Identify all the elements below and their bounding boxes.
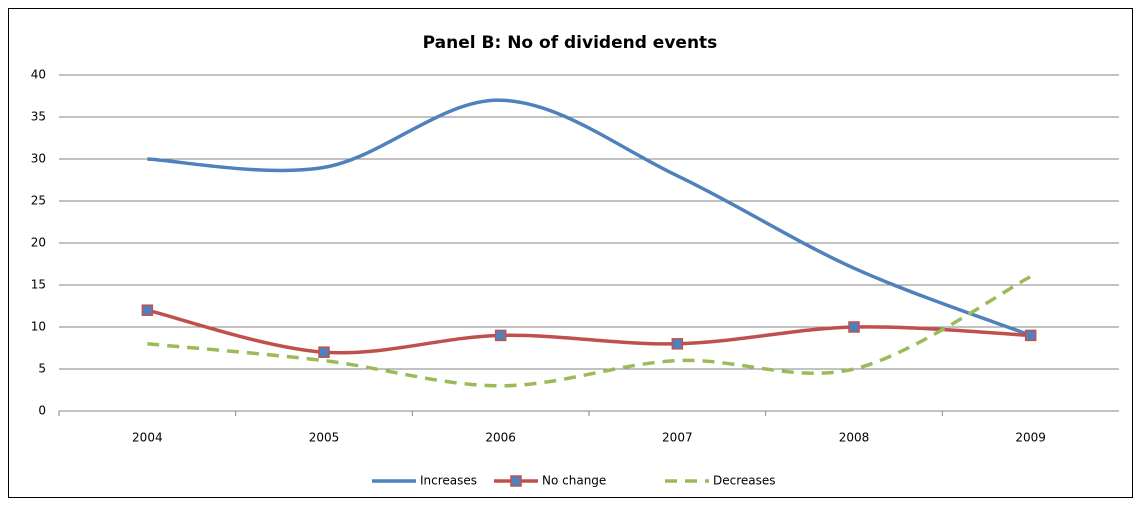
- series-line: [147, 98, 1032, 338]
- y-tick-label: 25: [31, 194, 46, 208]
- legend-marker: [510, 475, 522, 487]
- y-tick-label: 20: [31, 236, 46, 250]
- x-tick-label: 2006: [485, 431, 516, 445]
- marker: [1024, 329, 1037, 342]
- y-tick-label: 40: [31, 68, 46, 82]
- x-tick-label: 2005: [309, 431, 340, 445]
- y-tick-label: 10: [31, 320, 46, 334]
- x-tick-label: 2007: [662, 431, 693, 445]
- marker: [141, 304, 154, 316]
- marker: [848, 321, 860, 333]
- x-tick-label: 2009: [1015, 431, 1046, 445]
- legend-label: Decreases: [713, 474, 776, 488]
- chart-title: Panel B: No of dividend events: [423, 33, 718, 53]
- y-tick-label: 0: [38, 404, 46, 418]
- chart-border: [8, 8, 1133, 498]
- series-line: [147, 275, 1032, 388]
- marker: [318, 346, 330, 358]
- y-tick-label: 35: [31, 110, 46, 124]
- y-tick-label: 15: [31, 278, 46, 292]
- marker: [671, 338, 684, 350]
- x-tick-label: 2004: [132, 431, 163, 445]
- legend-label: No change: [542, 474, 606, 488]
- x-tick-label: 2008: [839, 431, 870, 445]
- y-tick-label: 30: [31, 152, 46, 166]
- marker: [494, 329, 507, 342]
- series-line: [146, 308, 1031, 355]
- y-tick-label: 5: [38, 362, 46, 376]
- legend-label: Increases: [420, 474, 477, 488]
